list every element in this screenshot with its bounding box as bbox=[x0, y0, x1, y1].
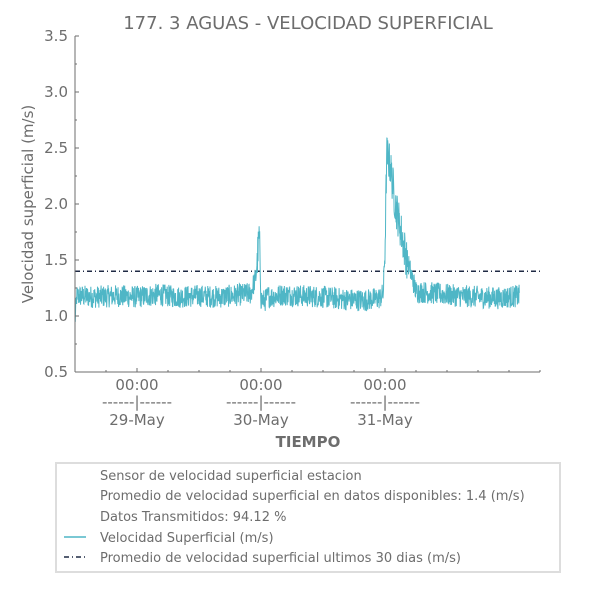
chart-title: 177. 3 AGUAS - VELOCIDAD SUPERFICIAL bbox=[123, 13, 493, 34]
legend-label-average: Promedio de velocidad superficial ultimo… bbox=[100, 551, 461, 566]
y-tick-label: 2.0 bbox=[44, 195, 68, 213]
x-tick-label-time: 00:00 bbox=[115, 376, 158, 394]
x-ticks: 00:00------|------29-May00:00------|----… bbox=[74, 368, 541, 429]
y-tick-label: 0.5 bbox=[44, 363, 68, 381]
y-axis-label: Velocidad superficial (m/s) bbox=[19, 105, 37, 304]
legend-info-transmitted: Datos Transmitidos: 94.12 % bbox=[100, 510, 286, 525]
y-tick-label: 3.0 bbox=[44, 83, 68, 101]
x-tick-label-time: 00:00 bbox=[239, 376, 282, 394]
y-tick-label: 1.5 bbox=[44, 251, 68, 269]
x-tick-label-date: 29-May bbox=[109, 411, 165, 429]
plot-area bbox=[74, 137, 540, 322]
x-tick-label-separator: ------|------ bbox=[350, 393, 420, 411]
velocity-line bbox=[74, 137, 520, 322]
legend: Sensor de velocidad superficial estacion… bbox=[55, 462, 561, 573]
x-tick-label-separator: ------|------ bbox=[102, 393, 172, 411]
legend-box bbox=[55, 462, 561, 573]
series-group bbox=[74, 137, 520, 322]
y-tick-label: 3.5 bbox=[44, 27, 68, 45]
y-tick-label: 2.5 bbox=[44, 139, 68, 157]
y-tick-label: 1.0 bbox=[44, 307, 68, 325]
legend-info-average: Promedio de velocidad superficial en dat… bbox=[100, 489, 525, 504]
x-tick-label-date: 31-May bbox=[357, 411, 413, 429]
x-tick-label-time: 00:00 bbox=[363, 376, 406, 394]
legend-info-station: Sensor de velocidad superficial estacion bbox=[100, 469, 362, 484]
legend-label-velocity: Velocidad Superficial (m/s) bbox=[100, 531, 274, 546]
x-tick-label-date: 30-May bbox=[233, 411, 289, 429]
x-axis-label: TIEMPO bbox=[276, 433, 341, 451]
y-ticks: 0.5 1.0 1.5 2.0 2.5 3.0 3.5 bbox=[44, 27, 79, 381]
x-tick-label-separator: ------|------ bbox=[226, 393, 296, 411]
